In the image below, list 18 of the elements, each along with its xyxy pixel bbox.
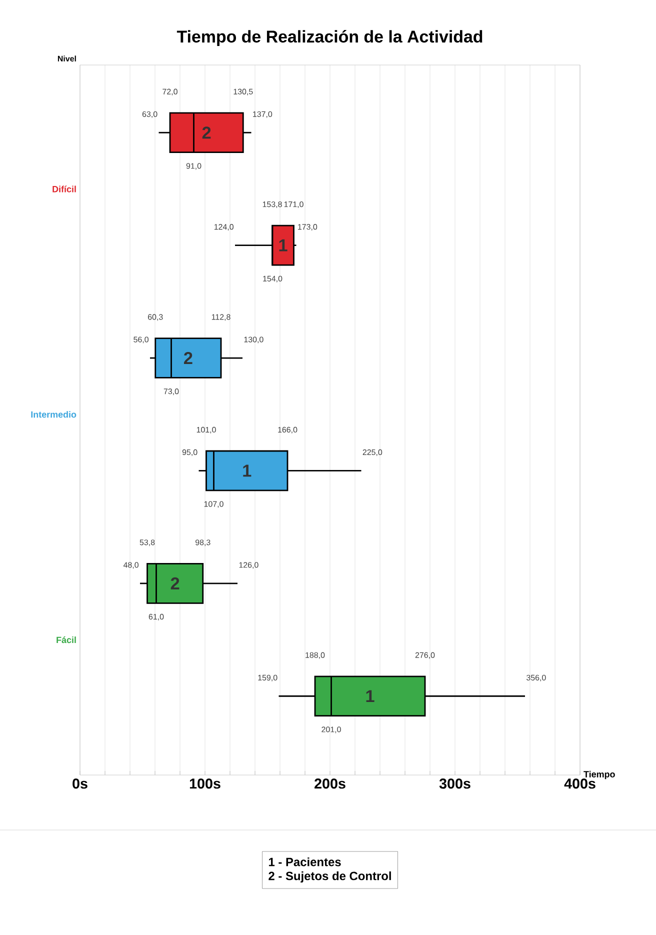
x-axis-title: Tiempo [584, 770, 615, 780]
annotation: 2 [202, 126, 211, 139]
x-tick-label: 300s [439, 778, 470, 789]
annotation: 1 [279, 239, 288, 252]
x-tick-label: 400s [564, 778, 596, 789]
text: 1 - Pacientes [268, 857, 341, 866]
y-tick-label: Fácil [56, 636, 76, 644]
annotation: 2 [184, 352, 192, 364]
y-tick-label: Intermedio [31, 411, 76, 418]
y-tick-label: Difícil [52, 186, 76, 192]
x-tick-label: 200s [314, 778, 346, 789]
annotation: 1 [243, 464, 252, 477]
x-tick-label: 0s [72, 778, 88, 789]
chart-title: Tiempo de Realización de la Actividad [176, 30, 482, 46]
annotation: 2 [170, 577, 180, 590]
annotation: 1 [366, 690, 374, 702]
x-tick-label: 100s [190, 778, 220, 789]
text: 2 - Sujetos de Control [268, 871, 391, 883]
